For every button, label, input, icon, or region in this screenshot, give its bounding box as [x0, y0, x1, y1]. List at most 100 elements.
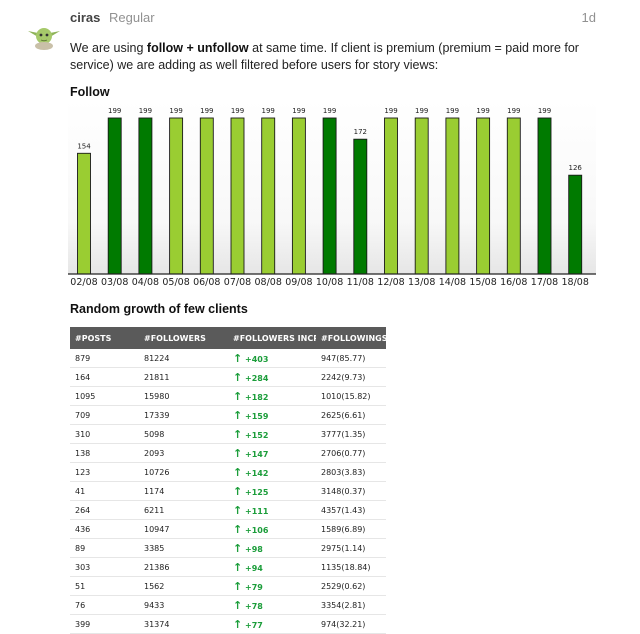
- up-arrow-icon: ↑: [233, 579, 243, 593]
- cell-followers: 31374: [139, 614, 228, 634]
- up-arrow-icon: ↑: [233, 446, 243, 460]
- intro-text-bold: follow + unfollow: [146, 41, 249, 55]
- increase-value: +106: [245, 525, 269, 535]
- cell-posts: 89: [70, 538, 139, 558]
- bar-value-label: 199: [476, 107, 489, 115]
- bar-value-label: 199: [507, 107, 520, 115]
- cell-followers-increase: ↑ +111: [228, 500, 316, 520]
- follow-chart-title: Follow: [70, 85, 110, 99]
- table-row: 138 2093 ↑ +147 2706(0.77): [70, 443, 386, 463]
- cell-followings: 1135(18.84): [316, 557, 386, 577]
- bar-value-label: 154: [77, 142, 91, 150]
- cell-followers-increase: ↑ +182: [228, 386, 316, 406]
- cell-followers: 9433: [139, 595, 228, 615]
- cell-followers: 6211: [139, 500, 228, 520]
- increase-value: +78: [245, 601, 263, 611]
- increase-value: +77: [245, 620, 263, 630]
- increase-value: +159: [245, 411, 269, 421]
- x-tick-label: 10/08: [316, 277, 343, 288]
- x-tick-label: 07/08: [224, 277, 251, 288]
- cell-posts: 51: [70, 576, 139, 596]
- up-arrow-icon: ↑: [233, 484, 243, 498]
- table-row: 399 31374 ↑ +77 974(32.21): [70, 614, 386, 634]
- x-tick-label: 08/08: [255, 277, 282, 288]
- x-tick-label: 12/08: [377, 277, 404, 288]
- up-arrow-icon: ↑: [233, 598, 243, 612]
- up-arrow-icon: ↑: [233, 560, 243, 574]
- table-row: 51 1562 ↑ +79 2529(0.62): [70, 576, 386, 596]
- bar-value-label: 199: [139, 107, 152, 115]
- increase-value: +79: [245, 582, 263, 592]
- bar: [384, 117, 398, 275]
- x-tick-label: 17/08: [531, 277, 558, 288]
- cell-posts: 264: [70, 500, 139, 520]
- bar: [199, 117, 214, 275]
- bar: [77, 152, 91, 275]
- x-tick-label: 05/08: [162, 277, 189, 288]
- cell-followers-increase: ↑ +159: [228, 405, 316, 425]
- avatar[interactable]: [26, 22, 62, 50]
- cell-followers: 3385: [139, 538, 228, 558]
- bar: [414, 117, 429, 275]
- up-arrow-icon: ↑: [233, 465, 243, 479]
- cell-followers: 2093: [139, 443, 228, 463]
- bar-value-label: 199: [415, 107, 428, 115]
- bar: [261, 117, 276, 275]
- table-row: 264 6211 ↑ +111 4357(1.43): [70, 500, 386, 520]
- cell-posts: 303: [70, 557, 139, 577]
- cell-followings: 2625(6.61): [316, 405, 386, 425]
- cell-posts: 123: [70, 462, 139, 482]
- increase-value: +98: [245, 544, 263, 554]
- cell-followings: 3354(2.81): [316, 595, 386, 615]
- cell-followers: 15980: [139, 386, 228, 406]
- cell-posts: 76: [70, 595, 139, 615]
- growth-table-image: #POSTS #FOLLOWERS #FOLLOWERS INCREASE #F…: [70, 327, 386, 634]
- bar-value-label: 199: [169, 107, 182, 115]
- table-row: 303 21386 ↑ +94 1135(18.84): [70, 557, 386, 577]
- bar-value-label: 199: [108, 107, 121, 115]
- bar: [291, 117, 306, 275]
- intro-text-end: at same time. If client is premium (prem…: [70, 41, 579, 72]
- table-row: 89 3385 ↑ +98 2975(1.14): [70, 538, 386, 558]
- cell-followers-increase: ↑ +79: [228, 576, 316, 596]
- cell-followers-increase: ↑ +142: [228, 462, 316, 482]
- cell-posts: 709: [70, 405, 139, 425]
- bar: [506, 117, 521, 275]
- cell-followers: 5098: [139, 424, 228, 444]
- bar: [445, 117, 460, 275]
- username[interactable]: ciras: [70, 10, 101, 25]
- bar: [353, 138, 368, 275]
- cell-followers-increase: ↑ +77: [228, 614, 316, 634]
- cell-posts: 879: [70, 349, 139, 368]
- increase-value: +403: [245, 354, 269, 364]
- cell-followings: 2706(0.77): [316, 443, 386, 463]
- header-followers: #FOLLOWERS: [139, 327, 228, 349]
- up-arrow-icon: ↑: [233, 427, 243, 441]
- cell-followings: 2803(3.83): [316, 462, 386, 482]
- increase-value: +94: [245, 563, 263, 573]
- increase-value: +142: [245, 468, 269, 478]
- increase-value: +284: [245, 373, 269, 383]
- increase-value: +147: [245, 449, 269, 459]
- cell-followings: 974(32.21): [316, 614, 386, 634]
- up-arrow-icon: ↑: [233, 541, 243, 555]
- bar-value-label: 199: [538, 107, 551, 115]
- x-tick-label: 04/08: [132, 277, 159, 288]
- cell-followers-increase: ↑ +106: [228, 519, 316, 539]
- cell-followers-increase: ↑ +98: [228, 538, 316, 558]
- bar-value-label: 199: [446, 107, 459, 115]
- x-tick-label: 03/08: [101, 277, 128, 288]
- cell-followings: 3777(1.35): [316, 424, 386, 444]
- up-arrow-icon: ↑: [233, 370, 243, 384]
- post-date[interactable]: 1d: [581, 10, 596, 25]
- cell-posts: 138: [70, 443, 139, 463]
- cell-followers: 10726: [139, 462, 228, 482]
- bar: [107, 117, 122, 275]
- cell-posts: 436: [70, 519, 139, 539]
- cell-followers: 17339: [139, 405, 228, 425]
- table-row: 123 10726 ↑ +142 2803(3.83): [70, 462, 386, 482]
- bar-value-label: 199: [384, 107, 397, 115]
- growth-table: #POSTS #FOLLOWERS #FOLLOWERS INCREASE #F…: [70, 327, 386, 634]
- table-row: 310 5098 ↑ +152 3777(1.35): [70, 424, 386, 444]
- bar-value-label: 199: [200, 107, 213, 115]
